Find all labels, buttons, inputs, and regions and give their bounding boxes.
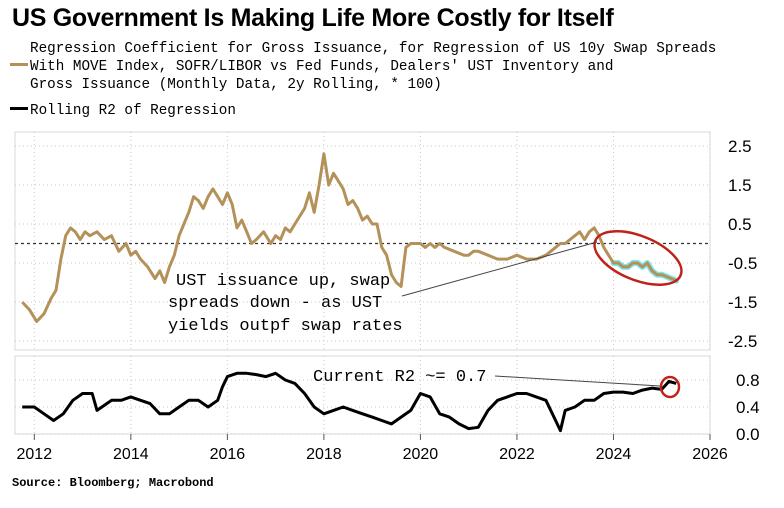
r2-series-line — [22, 371, 677, 433]
legend-r2: Rolling R2 of Regression — [10, 102, 236, 120]
annotations: UST issuance up, swap spreads down - as … — [168, 272, 486, 387]
upper-ytick-label: 1.5 — [728, 176, 752, 195]
upper-ytick-label: -1.5 — [728, 293, 757, 312]
xtick-label: 2012 — [17, 446, 53, 463]
xtick-label: 2020 — [403, 446, 439, 463]
source-note: Source: Bloomberg; Macrobond — [12, 476, 214, 490]
upper-ytick-label: 0.5 — [728, 215, 752, 234]
xtick-label: 2018 — [306, 446, 342, 463]
xtick-label: 2026 — [692, 446, 728, 463]
lower-ytick-label: 0.4 — [736, 398, 760, 417]
upper-ytick-label: -2.5 — [728, 332, 757, 351]
upper-ytick-label: 2.5 — [728, 137, 752, 156]
upper-callout-line — [401, 241, 598, 297]
lower-callout-line — [494, 375, 661, 387]
xtick-label: 2016 — [210, 446, 246, 463]
upper-ytick-label: -0.5 — [728, 254, 757, 273]
annotation-upper-line2: spreads down - as UST — [168, 294, 382, 313]
annotation-lower: Current R2 ~= 0.7 — [313, 368, 486, 387]
coefficient-series-line — [21, 152, 677, 323]
legend-coef-line1: Regression Coefficient for Gross Issuanc… — [30, 41, 717, 57]
legend-coefficient: Regression Coefficient for Gross Issuanc… — [10, 40, 716, 94]
xtick-label: 2014 — [113, 446, 149, 463]
annotation-upper-line1: UST issuance up, swap — [176, 272, 390, 291]
legend-coef-swatch — [10, 62, 28, 66]
tick-labels: 2.5 1.5 0.5 -0.5 -1.5 -2.5 0.8 0.4 0.0 2012 2014 20… — [17, 137, 760, 463]
annotation-upper-line3: yields outpf swap rates — [168, 317, 403, 336]
legend-r2-swatch — [10, 106, 28, 110]
chart-title: US Government Is Making Life More Costly… — [12, 4, 614, 32]
lower-ytick-label: 0.8 — [736, 371, 760, 390]
coefficient-highlight-ellipse — [593, 230, 683, 286]
legend-coef-line2: With MOVE Index, SOFR/LIBOR vs Fed Funds… — [30, 59, 614, 75]
series-lines — [21, 152, 683, 433]
xtick-label: 2022 — [499, 446, 535, 463]
r2-highlight-circle — [659, 375, 681, 399]
grid — [14, 131, 711, 440]
lower-ytick-label: 0.0 — [736, 425, 760, 444]
legend-coef-line3: Gross Issuance (Monthly Data, 2y Rolling… — [30, 77, 442, 93]
xtick-label: 2024 — [596, 446, 632, 463]
legend-r2-label: Rolling R2 of Regression — [30, 103, 236, 119]
lower-panel-border — [14, 355, 711, 435]
